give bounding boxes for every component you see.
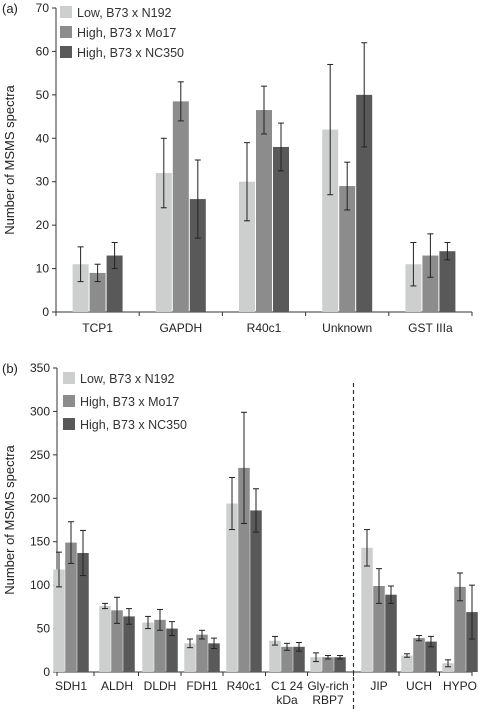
y-tick-label: 30 [36, 175, 50, 189]
y-tick-label: 250 [30, 448, 50, 462]
bar-unknown-series-2 [339, 186, 356, 312]
bar-gly-rich-rbp7-series-3 [334, 657, 346, 672]
y-tick-label: 20 [36, 218, 50, 232]
x-tick-label: TCP1 [82, 321, 113, 335]
legend-swatch [60, 6, 72, 18]
panel-label: (a) [2, 1, 18, 16]
bar-aldh-series-1 [99, 605, 111, 672]
chart-panel-a: (a) Number of MSMS spectra 0 10 20 30 40 50 60 70… [2, 1, 473, 335]
bar-uch-series-3 [425, 641, 437, 672]
chart-panel-b: (b) Number of MSMS spectra 0 50 100 150 200 250… [2, 361, 478, 712]
x-tick-label: HYPO [443, 679, 477, 693]
bar-dldh-series-3 [166, 628, 178, 672]
bar-uch-series-1 [401, 655, 413, 672]
legend-label: High, B73 x Mo17 [77, 26, 176, 40]
y-tick-label: 40 [36, 131, 50, 145]
y-tick-label: 200 [30, 491, 50, 505]
bar-aldh-series-3 [123, 616, 135, 672]
bar-sdh1-series-1 [53, 569, 65, 672]
y-tick-label: 100 [30, 578, 50, 592]
legend-swatch [60, 26, 72, 38]
y-tick-label: 300 [30, 404, 50, 418]
y-tick-label: 70 [36, 1, 50, 15]
bar-dldh-series-1 [142, 622, 154, 672]
y-axis-label: Number of MSMS spectra [2, 444, 17, 594]
x-tick-label: FDH1 [186, 679, 218, 693]
x-tick-label: SDH1 [55, 679, 87, 693]
x-tick-label: JIP [370, 679, 387, 693]
bar-c1-24-kda-series-3 [293, 646, 305, 672]
bar-gst-iiia-series-1 [405, 264, 422, 312]
x-tick-label: R40c1 [247, 321, 282, 335]
bar-r40c1-series-2 [238, 467, 250, 672]
bar-uch-series-2 [413, 638, 425, 672]
bar-tcp1-series-2 [89, 272, 106, 312]
bar-tcp1-series-3 [106, 255, 123, 312]
bar-aldh-series-2 [111, 610, 123, 672]
legend-swatch [63, 395, 75, 407]
bar-jip-series-3 [385, 594, 397, 672]
y-tick-label: 0 [43, 665, 50, 679]
legend-label: High, B73 x NC350 [77, 46, 184, 60]
bar-unknown-series-1 [322, 129, 339, 312]
panel-label: (b) [2, 361, 18, 376]
bar-fdh1-series-1 [184, 643, 196, 672]
x-tick-label: GST IIIa [408, 321, 453, 335]
bar-gapdh-series-3 [189, 199, 206, 312]
x-tick-label: GAPDH [159, 321, 202, 335]
y-tick-label: 10 [36, 262, 50, 276]
bar-gapdh-series-2 [172, 101, 189, 312]
bar-sdh1-series-3 [77, 553, 89, 672]
y-tick-label: 60 [36, 44, 50, 58]
legend-swatch [63, 418, 75, 430]
bar-gly-rich-rbp7-series-1 [310, 657, 322, 672]
x-tick-label: DLDH [144, 679, 177, 693]
bar-hypo-series-3 [466, 612, 478, 672]
x-tick-label: UCH [406, 679, 432, 693]
bar-dldh-series-2 [154, 619, 166, 672]
bar-r40c1-series-1 [226, 503, 238, 672]
bar-hypo-series-1 [442, 663, 454, 672]
bar-c1-24-kda-series-2 [281, 646, 293, 672]
bar-gly-rich-rbp7-series-2 [322, 657, 334, 672]
x-tick-label: ALDH [101, 679, 133, 693]
x-tick-label: R40c1 [227, 679, 262, 693]
y-tick-label: 50 [37, 622, 51, 636]
x-tick-label: Gly-rich RBP7 [307, 679, 348, 707]
legend-label: High, B73 x Mo17 [80, 395, 179, 409]
bar-gst-iiia-series-2 [422, 255, 439, 312]
x-tick-label: Unknown [322, 321, 372, 335]
bar-hypo-series-2 [454, 586, 466, 672]
legend-label: Low, B73 x N192 [77, 6, 172, 20]
bar-jip-series-2 [373, 586, 385, 672]
legend-label: High, B73 x NC350 [80, 418, 187, 432]
bar-jip-series-1 [361, 547, 373, 672]
bar-unknown-series-3 [356, 94, 373, 312]
bar-r40c1-series-3 [273, 146, 289, 312]
bar-tcp1-series-1 [72, 264, 89, 312]
bar-fdh1-series-3 [208, 643, 220, 672]
y-tick-label: 350 [30, 361, 50, 375]
bar-gapdh-series-1 [155, 173, 172, 312]
bar-gst-iiia-series-3 [439, 251, 456, 312]
y-tick-label: 150 [30, 535, 50, 549]
legend-swatch [60, 46, 72, 58]
legend-label: Low, B73 x N192 [80, 372, 175, 386]
bar-r40c1-series-3 [250, 510, 262, 672]
bar-fdh1-series-2 [196, 634, 208, 672]
bar-sdh1-series-2 [65, 542, 77, 672]
y-tick-label: 0 [42, 305, 49, 319]
x-tick-label: C1 24 kDa [271, 679, 303, 707]
y-tick-label: 50 [36, 88, 50, 102]
bar-c1-24-kda-series-1 [269, 640, 281, 672]
bar-r40c1-series-1 [239, 181, 255, 312]
y-axis-label: Number of MSMS spectra [2, 84, 17, 234]
bar-r40c1-series-2 [256, 110, 272, 312]
legend-swatch [63, 372, 75, 384]
